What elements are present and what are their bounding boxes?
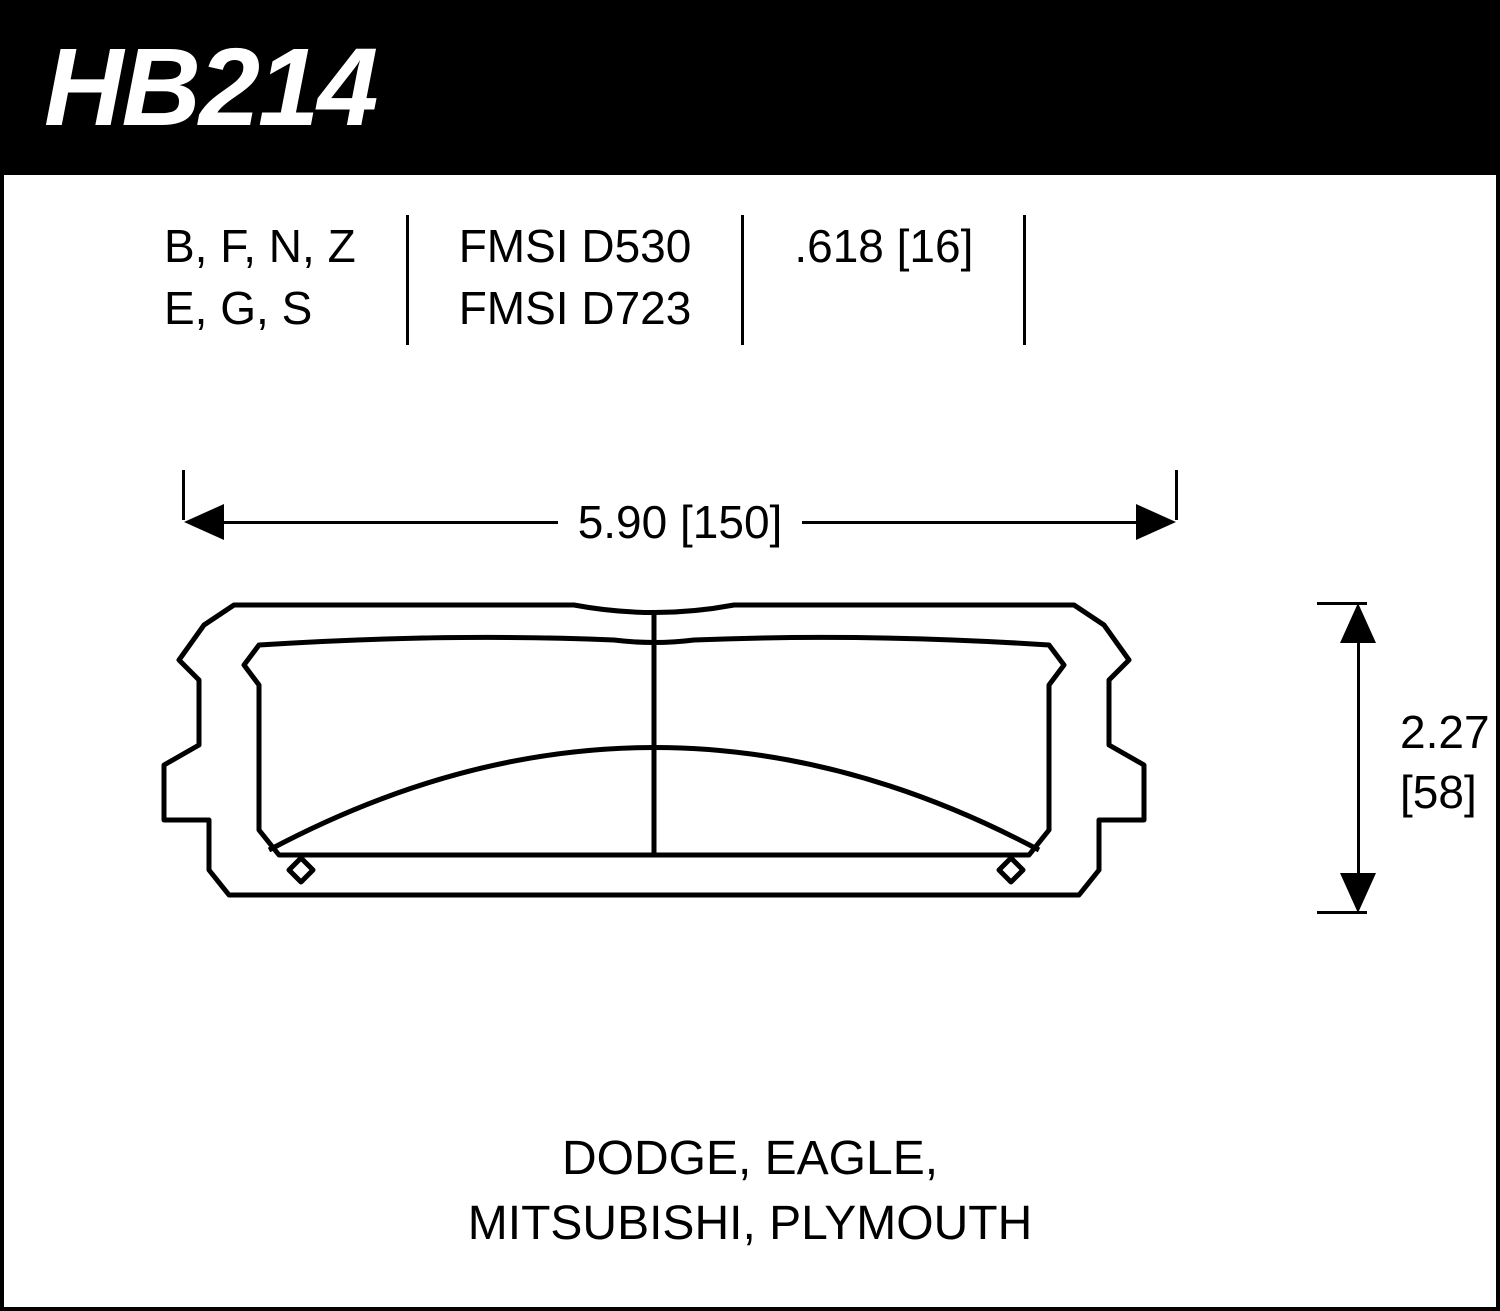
width-tick-right xyxy=(1175,470,1178,520)
compounds-col: B, F, N, Z E, G, S xyxy=(44,215,406,339)
compounds-line1: B, F, N, Z xyxy=(164,215,356,277)
footer-line1: DODGE, EAGLE, xyxy=(4,1127,1496,1192)
arrow-up-icon xyxy=(1340,603,1376,643)
footer-applications: DODGE, EAGLE, MITSUBISHI, PLYMOUTH xyxy=(4,1127,1496,1257)
height-mm: [58] xyxy=(1400,763,1490,823)
thickness-col: .618 [16] xyxy=(744,215,1023,277)
width-tick-left xyxy=(182,470,185,520)
width-label: 5.90 [150] xyxy=(558,495,803,549)
thickness-value: .618 [16] xyxy=(794,215,973,277)
content-area: B, F, N, Z E, G, S FMSI D530 FMSI D723 .… xyxy=(0,175,1500,1311)
footer-line2: MITSUBISHI, PLYMOUTH xyxy=(4,1192,1496,1257)
spec-row: B, F, N, Z E, G, S FMSI D530 FMSI D723 .… xyxy=(44,215,1456,345)
height-tick-top xyxy=(1317,602,1367,605)
fmsi-line2: FMSI D723 xyxy=(459,277,692,339)
width-dimension: 5.90 [150] xyxy=(184,495,1176,549)
height-tick-bottom xyxy=(1317,911,1367,914)
arrow-left-icon xyxy=(184,504,224,540)
compounds-line2: E, G, S xyxy=(164,277,356,339)
height-in: 2.27 xyxy=(1400,703,1490,763)
width-line-right xyxy=(802,521,1136,524)
divider-3 xyxy=(1023,215,1026,345)
part-number-title: HB214 xyxy=(44,24,1456,151)
width-line-left xyxy=(224,521,558,524)
arrow-down-icon xyxy=(1340,873,1376,913)
arrow-right-icon xyxy=(1136,504,1176,540)
header-bar: HB214 xyxy=(0,0,1500,175)
fmsi-line1: FMSI D530 xyxy=(459,215,692,277)
height-dimension: 2.27 [58] xyxy=(1340,603,1376,913)
fmsi-col: FMSI D530 FMSI D723 xyxy=(409,215,742,339)
height-label: 2.27 [58] xyxy=(1400,703,1490,823)
height-line xyxy=(1357,643,1360,873)
brake-pad-drawing xyxy=(144,595,1164,935)
